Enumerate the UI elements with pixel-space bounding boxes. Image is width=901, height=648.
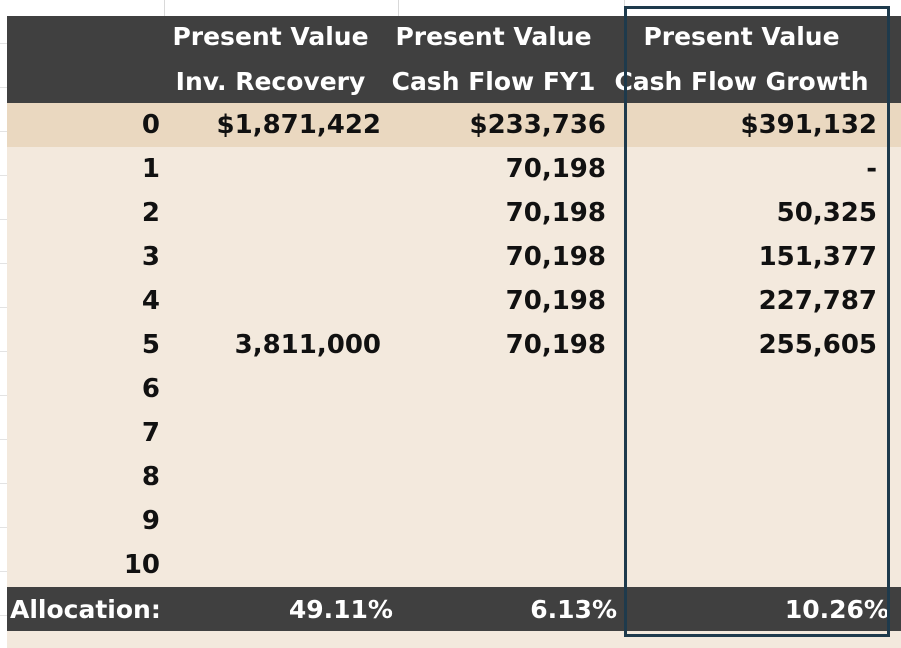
cash-flow-growth-cell[interactable]: 151,377: [758, 242, 877, 272]
cash-flow-growth-cell[interactable]: 50,325: [776, 198, 877, 228]
cash-flow-growth-cell[interactable]: -: [866, 154, 877, 184]
year-cell[interactable]: 1: [141, 154, 160, 184]
table-row: 8: [7, 455, 901, 499]
table-row: 4 70,198 227,787: [7, 279, 901, 323]
table-row: 2 70,198 50,325: [7, 191, 901, 235]
allocation-cash-flow-fy1[interactable]: 6.13%: [530, 594, 617, 624]
row-gridlines: [0, 0, 7, 648]
cash-flow-growth-cell[interactable]: 255,605: [758, 330, 877, 360]
year-cell[interactable]: 2: [141, 198, 160, 228]
inv-recovery-cell[interactable]: 3,811,000: [234, 330, 381, 360]
next-row-strip: [7, 631, 901, 648]
header-cash-flow-fy1[interactable]: Present Value Cash Flow FY1: [381, 16, 606, 103]
cash-flow-fy1-cell[interactable]: 70,198: [505, 330, 606, 360]
year-cell[interactable]: 9: [141, 506, 160, 536]
year-cell[interactable]: 5: [141, 330, 160, 360]
table-row: 0 $1,871,422 $233,736 $391,132: [7, 103, 901, 147]
table-row: 6: [7, 367, 901, 411]
allocation-inv-recovery[interactable]: 49.11%: [288, 594, 393, 624]
year-cell[interactable]: 4: [141, 286, 160, 316]
header-line: Present Value: [172, 22, 369, 51]
year-cell[interactable]: 3: [141, 242, 160, 272]
header-cash-flow-growth[interactable]: Present Value Cash Flow Growth: [606, 16, 877, 103]
cash-flow-fy1-cell[interactable]: 70,198: [505, 242, 606, 272]
column-gridline: [164, 0, 165, 16]
table-row: 9: [7, 499, 901, 543]
header-line: Present Value: [643, 22, 840, 51]
cash-flow-growth-cell[interactable]: 227,787: [758, 286, 877, 316]
allocation-cash-flow-growth[interactable]: 10.26%: [784, 594, 889, 624]
year-cell[interactable]: 7: [141, 418, 160, 448]
cash-flow-growth-cell[interactable]: $391,132: [740, 110, 877, 140]
header-line: Present Value: [395, 22, 592, 51]
table-header: Present Value Inv. Recovery Present Valu…: [7, 16, 901, 103]
cash-flow-fy1-cell[interactable]: 70,198: [505, 154, 606, 184]
table-row: 3 70,198 151,377: [7, 235, 901, 279]
cash-flow-fy1-cell[interactable]: $233,736: [469, 110, 606, 140]
year-cell[interactable]: 10: [123, 550, 160, 580]
header-inv-recovery[interactable]: Present Value Inv. Recovery: [160, 16, 381, 103]
cash-flow-fy1-cell[interactable]: 70,198: [505, 198, 606, 228]
year-cell[interactable]: 8: [141, 462, 160, 492]
allocation-row: Allocation: 49.11% 6.13% 10.26%: [7, 587, 901, 631]
year-cell[interactable]: 6: [141, 374, 160, 404]
table-row: 10: [7, 543, 901, 587]
allocation-label[interactable]: Allocation:: [10, 594, 161, 624]
header-line: Cash Flow FY1: [391, 67, 596, 96]
inv-recovery-cell[interactable]: $1,871,422: [216, 110, 381, 140]
table-row: 5 3,811,000 70,198 255,605: [7, 323, 901, 367]
present-value-table: Present Value Inv. Recovery Present Valu…: [7, 16, 901, 631]
column-gridline: [624, 0, 625, 16]
year-cell[interactable]: 0: [141, 110, 160, 140]
table-row: 1 70,198 -: [7, 147, 901, 191]
header-line: Cash Flow Growth: [614, 67, 869, 96]
header-line: Inv. Recovery: [175, 67, 366, 96]
column-gridline: [398, 0, 399, 16]
header-year-cell[interactable]: [7, 16, 160, 103]
table-row: 7: [7, 411, 901, 455]
cash-flow-fy1-cell[interactable]: 70,198: [505, 286, 606, 316]
